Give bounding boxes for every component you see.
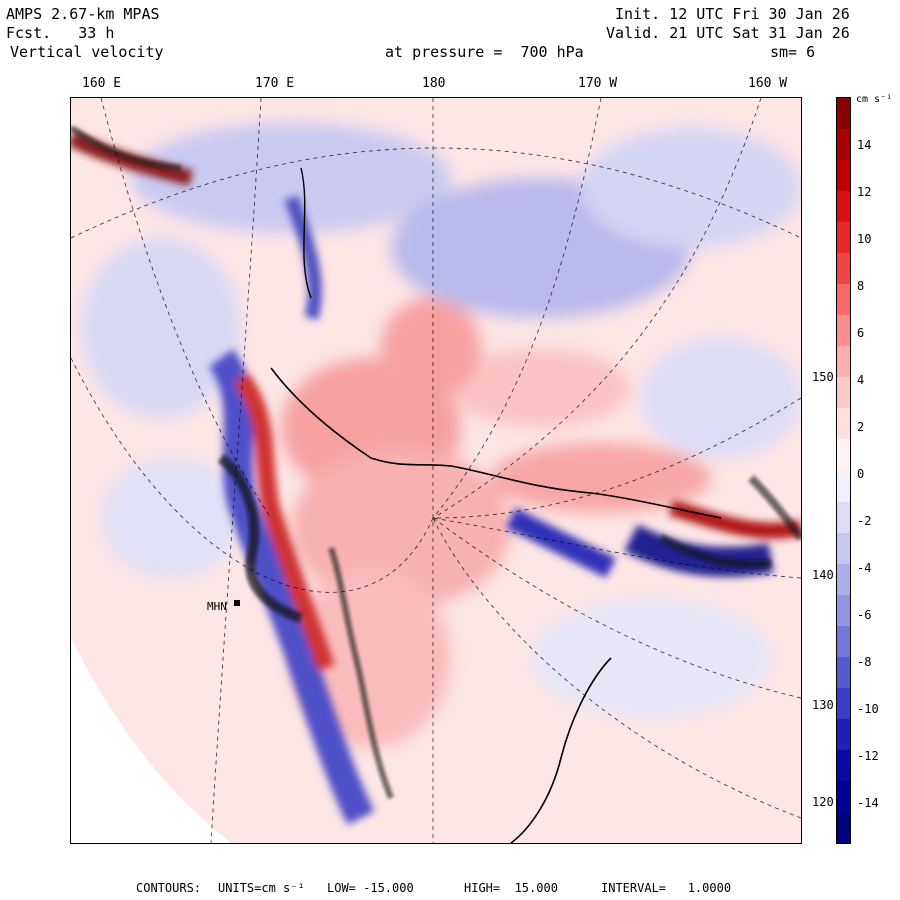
colorbar-label: 12: [857, 185, 872, 199]
footer-units: UNITS=cm s⁻¹: [218, 881, 305, 895]
footer-low: LOW= -15.000: [327, 881, 414, 895]
colorbar-segment: [837, 811, 850, 844]
lon-label: 160 W: [748, 76, 788, 91]
colorbar-label: -14: [857, 796, 879, 810]
colorbar-units: cm s⁻¹: [856, 94, 893, 105]
colorbar-segment: [837, 315, 850, 347]
colorbar-segment: [837, 470, 850, 503]
colorbar-segment: [837, 160, 850, 192]
model-title: AMPS 2.67-km MPAS: [6, 5, 160, 23]
colorbar-segment: [837, 718, 850, 751]
colorbar-segment: [837, 656, 850, 689]
colorbar-segment: [837, 253, 850, 285]
lon-label: 170 W: [578, 76, 618, 91]
colorbar: [836, 97, 851, 844]
map-canvas: MHN: [71, 98, 801, 843]
colorbar-label: -2: [857, 514, 872, 528]
colorbar-segment: [837, 284, 850, 316]
colorbar-label: 2: [857, 420, 865, 434]
velocity-map: MHN: [70, 97, 802, 844]
smoothing: sm= 6: [770, 43, 816, 61]
footer-high: HIGH= 15.000: [464, 881, 558, 895]
colorbar-segment: [837, 346, 850, 378]
colorbar-label: 8: [857, 279, 865, 293]
footer-interval: INTERVAL= 1.0000: [601, 881, 732, 895]
colorbar-label: 14: [857, 138, 872, 152]
init-time: Init. 12 UTC Fri 30 Jan 26: [615, 5, 850, 23]
colorbar-segment: [837, 749, 850, 782]
colorbar-label: -10: [857, 702, 879, 716]
colorbar-segment: [837, 625, 850, 658]
colorbar-label: -8: [857, 655, 872, 669]
colorbar-segment: [837, 408, 850, 440]
colorbar-label: -12: [857, 749, 879, 763]
colorbar-label: 4: [857, 373, 865, 387]
colorbar-label: 10: [857, 232, 872, 246]
colorbar-label: -4: [857, 561, 872, 575]
colorbar-segment: [837, 98, 850, 130]
lon-label: 170 E: [255, 76, 295, 91]
station-marker: [234, 600, 240, 606]
colorbar-segment: [837, 439, 850, 471]
colorbar-segment: [837, 532, 850, 565]
footer-contours: CONTOURS:: [136, 881, 202, 895]
colorbar-label: 6: [857, 326, 865, 340]
colorbar-segment: [837, 222, 850, 254]
colorbar-segment: [837, 377, 850, 409]
station-label: MHN: [207, 600, 227, 613]
colorbar-label: 0: [857, 467, 865, 481]
forecast-hour: Fcst. 33 h: [6, 24, 115, 42]
lon-label: 160 E: [82, 76, 122, 91]
field-name: Vertical velocity: [10, 43, 164, 61]
colorbar-segment: [837, 501, 850, 534]
colorbar-segment: [837, 129, 850, 161]
pressure-level: at pressure = 700 hPa: [385, 43, 584, 61]
colorbar-segment: [837, 594, 850, 627]
colorbar-segment: [837, 563, 850, 596]
colorbar-segment: [837, 191, 850, 223]
lon-label: 180: [422, 76, 446, 91]
colorbar-segment: [837, 687, 850, 720]
colorbar-label: -6: [857, 608, 872, 622]
colorbar-segment: [837, 780, 850, 813]
valid-time: Valid. 21 UTC Sat 31 Jan 26: [606, 24, 850, 42]
